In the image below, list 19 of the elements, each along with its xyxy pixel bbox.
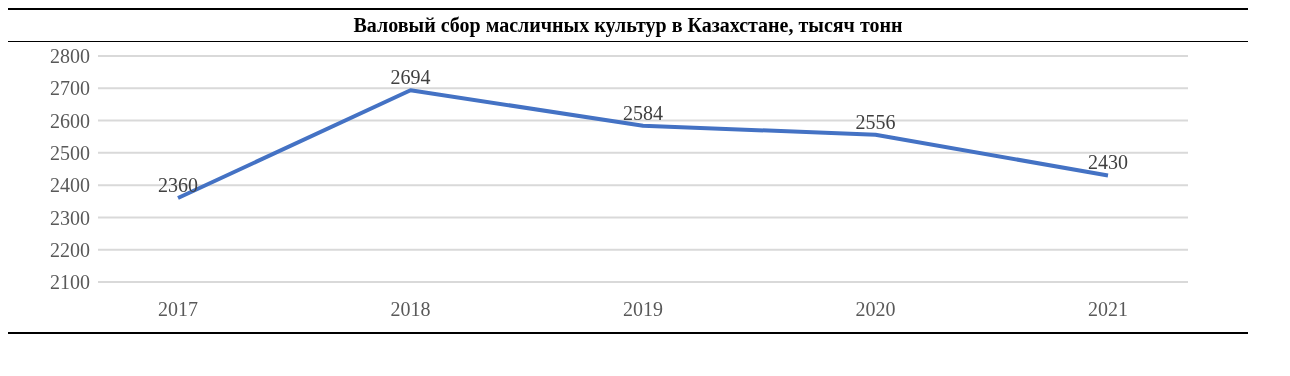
y-tick-label: 2100: [50, 271, 90, 294]
chart-title: Валовый сбор масличных культур в Казахстане, тысяч тонн: [8, 10, 1248, 42]
x-tick-label: 2017: [158, 298, 198, 321]
y-tick-label: 2600: [50, 109, 90, 132]
y-tick-label: 2300: [50, 206, 90, 229]
y-tick-label: 2200: [50, 238, 90, 261]
y-tick-label: 2400: [50, 174, 90, 197]
y-tick-label: 2700: [50, 77, 90, 100]
y-tick-label: 2800: [50, 45, 90, 68]
x-tick-label: 2020: [855, 298, 896, 321]
data-label: 2556: [855, 110, 896, 133]
x-tick-label: 2019: [623, 298, 663, 321]
x-tick-label: 2021: [1088, 298, 1128, 321]
data-label: 2360: [158, 174, 198, 197]
data-label: 2430: [1088, 151, 1128, 174]
x-tick-label: 2018: [390, 298, 431, 321]
data-label: 2694: [390, 66, 431, 89]
y-tick-label: 2500: [50, 141, 90, 164]
data-label: 2584: [623, 101, 663, 124]
